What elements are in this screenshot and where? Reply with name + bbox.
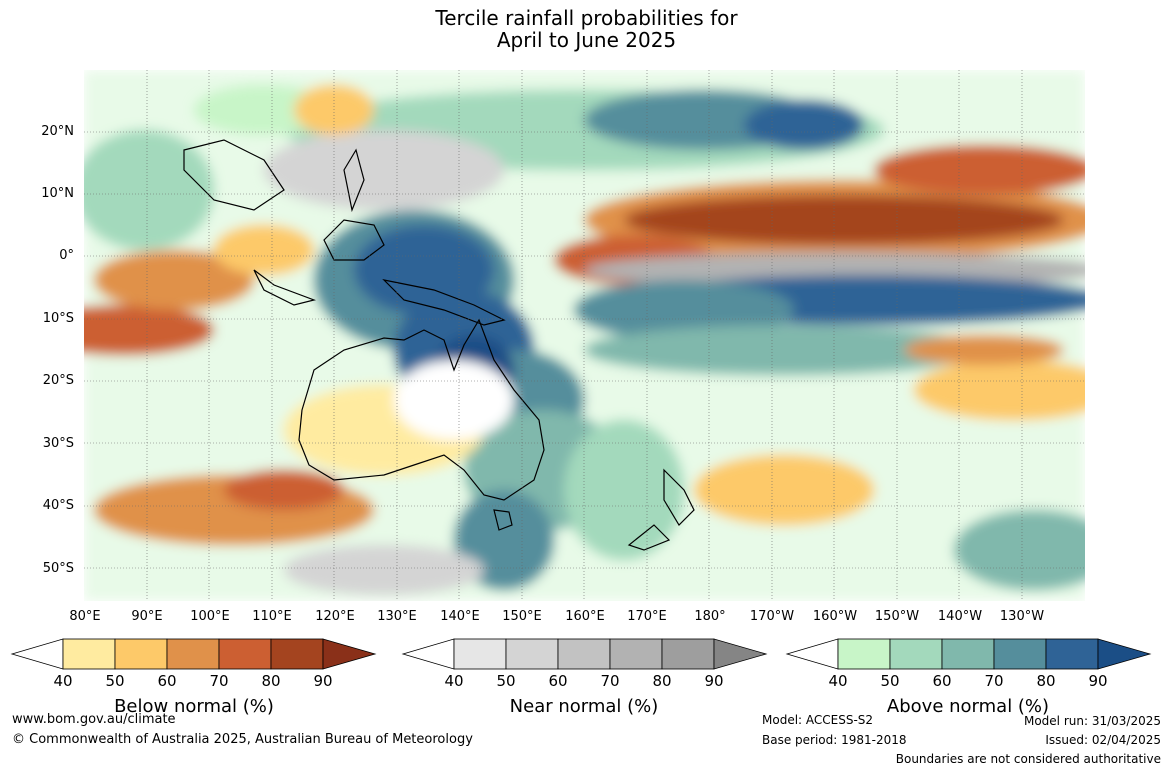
colorbar-cell — [166, 638, 220, 670]
lon-label: 180° — [694, 609, 726, 624]
lon-label: 110°E — [252, 609, 292, 624]
base-period: Base period: 1981-2018 — [762, 733, 907, 747]
model-label: Model: ACCESS-S2 — [762, 713, 874, 727]
lon-label: 130°W — [999, 609, 1045, 624]
colorbar-tick: 60 — [548, 672, 568, 690]
lat-label: 20°S — [42, 373, 74, 388]
colorbar-extend-low — [785, 638, 839, 670]
colorbar-cell — [62, 638, 116, 670]
below-normal-colorbar — [10, 638, 377, 670]
colorbar-cell — [889, 638, 943, 670]
colorbar-tick: 60 — [932, 672, 952, 690]
below-normal-title: Below normal (%) — [114, 696, 274, 717]
lat-label: 10°N — [41, 186, 74, 201]
near-normal-colorbar — [401, 638, 768, 670]
colorbar-tick: 40 — [828, 672, 848, 690]
probability-field — [84, 70, 1085, 601]
colorbar-cell — [1045, 638, 1099, 670]
colorbar-cell — [941, 638, 995, 670]
graticule — [84, 70, 1085, 601]
colorbar-tick: 50 — [105, 672, 125, 690]
lon-label: 140°E — [440, 609, 480, 624]
colorbar-cell — [609, 638, 663, 670]
lat-label: 20°N — [41, 124, 74, 139]
lon-label: 150°W — [874, 609, 920, 624]
lon-label: 100°E — [190, 609, 230, 624]
above-normal-colorbar — [785, 638, 1152, 670]
copyright: © Commonwealth of Australia 2025, Austra… — [12, 732, 473, 747]
near-normal-title: Near normal (%) — [509, 696, 659, 717]
colorbar-tick: 40 — [444, 672, 464, 690]
bom-url: www.bom.gov.au/climate — [12, 712, 176, 727]
rainfall-probability-map — [84, 70, 1085, 601]
above-normal-title: Above normal (%) — [886, 696, 1050, 717]
map-title-line-1: Tercile rainfall probabilities for — [435, 6, 738, 30]
colorbar-cell — [993, 638, 1047, 670]
lat-label: 0° — [59, 248, 74, 263]
colorbar-tick: 70 — [600, 672, 620, 690]
colorbar-extend-low — [10, 638, 64, 670]
map-title-line-2: April to June 2025 — [496, 28, 677, 52]
lon-label: 170°W — [749, 609, 795, 624]
colorbar-tick: 90 — [313, 672, 333, 690]
colorbar-extend-high — [1097, 638, 1152, 670]
colorbar-tick: 80 — [261, 672, 281, 690]
lon-label: 130°E — [377, 609, 417, 624]
colorbar-extend-low — [401, 638, 455, 670]
colorbar-tick: 80 — [1036, 672, 1056, 690]
boundary-disclaimer: Boundaries are not considered authoritat… — [895, 752, 1161, 766]
model-run: Model run: 31/03/2025 — [1023, 714, 1161, 728]
colorbar-extend-high — [713, 638, 768, 670]
lon-label: 140°W — [937, 609, 983, 624]
lat-label: 10°S — [42, 311, 74, 326]
lon-label: 80°E — [69, 609, 101, 624]
colorbar-cell — [557, 638, 611, 670]
lon-label: 170°E — [627, 609, 667, 624]
colorbar-tick: 90 — [1088, 672, 1108, 690]
colorbar-tick: 60 — [157, 672, 177, 690]
colorbar-cell — [218, 638, 272, 670]
colorbar-cell — [270, 638, 324, 670]
colorbar-cell — [453, 638, 507, 670]
colorbar-tick: 80 — [652, 672, 672, 690]
colorbar-tick: 50 — [496, 672, 516, 690]
colorbar-tick: 70 — [984, 672, 1004, 690]
colorbar-cell — [505, 638, 559, 670]
colorbar-tick: 40 — [53, 672, 73, 690]
lon-label: 120°E — [315, 609, 355, 624]
colorbar-cell — [114, 638, 168, 670]
colorbar-tick: 50 — [880, 672, 900, 690]
lon-label: 150°E — [502, 609, 542, 624]
colorbar-extend-high — [322, 638, 377, 670]
coastlines — [183, 139, 695, 551]
colorbar-tick: 90 — [704, 672, 724, 690]
lon-label: 160°W — [812, 609, 858, 624]
lat-label: 30°S — [42, 436, 74, 451]
lat-label: 40°S — [42, 498, 74, 513]
colorbar-cell — [661, 638, 715, 670]
colorbar-cell — [837, 638, 891, 670]
issued-date: Issued: 02/04/2025 — [1045, 733, 1161, 747]
lon-label: 160°E — [565, 609, 605, 624]
lat-label: 50°S — [42, 561, 74, 576]
lon-label: 90°E — [131, 609, 163, 624]
colorbar-tick: 70 — [209, 672, 229, 690]
